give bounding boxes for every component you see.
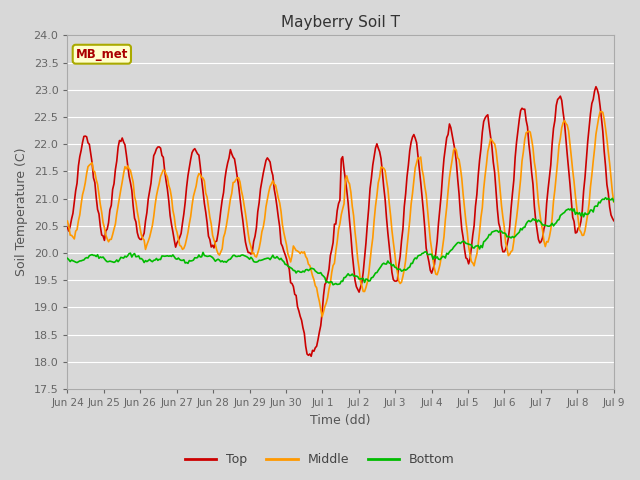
Y-axis label: Soil Temperature (C): Soil Temperature (C): [15, 148, 28, 276]
Title: Mayberry Soil T: Mayberry Soil T: [281, 15, 400, 30]
Text: MB_met: MB_met: [76, 48, 128, 60]
Legend: Top, Middle, Bottom: Top, Middle, Bottom: [180, 448, 460, 471]
X-axis label: Time (dd): Time (dd): [310, 414, 371, 427]
